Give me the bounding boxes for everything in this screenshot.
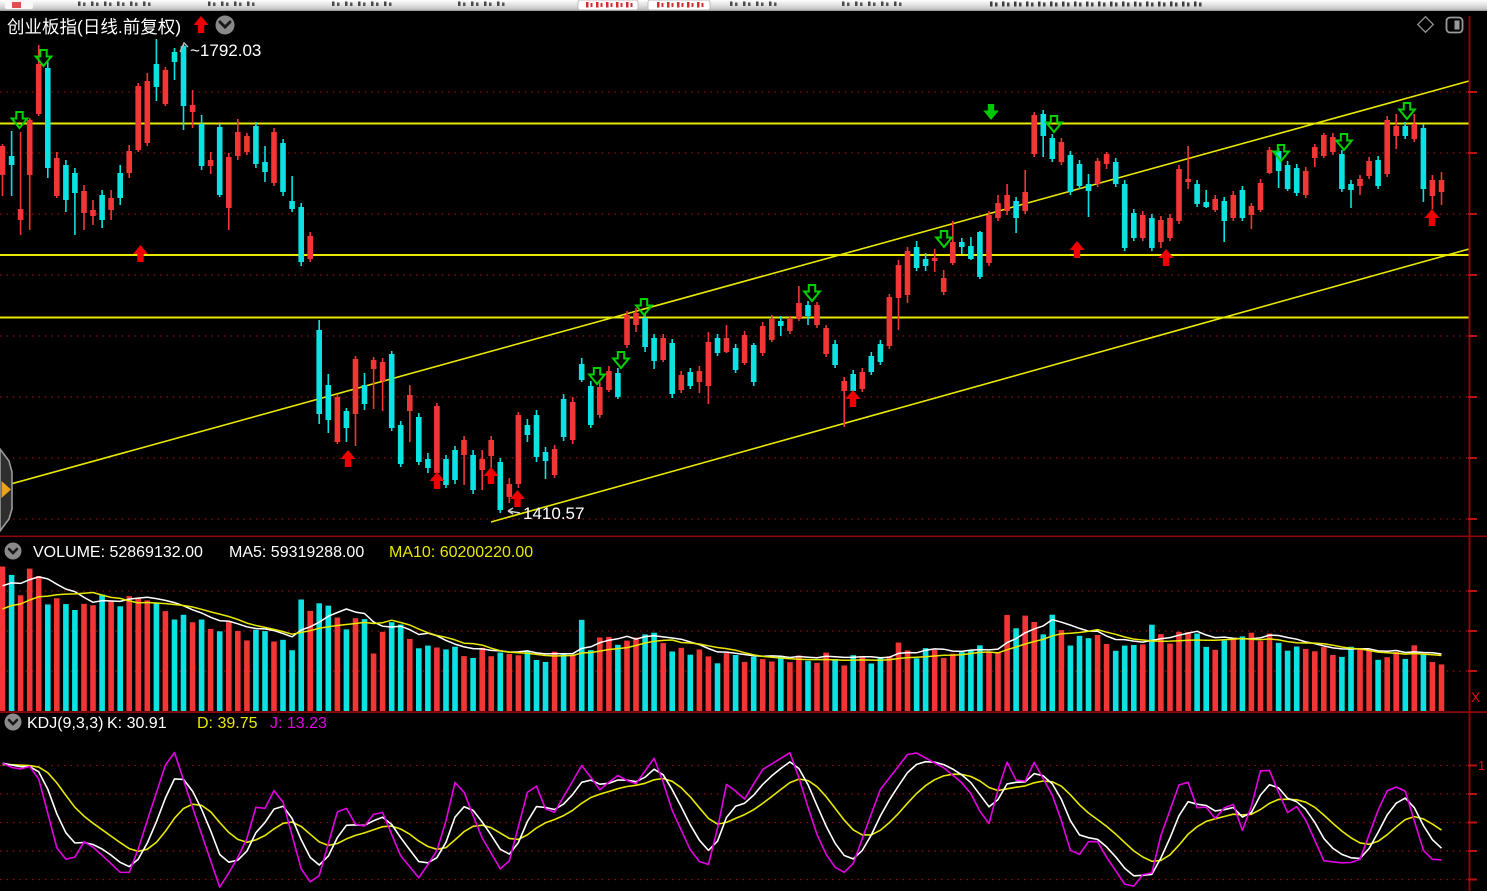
svg-text:X: X — [1471, 689, 1481, 705]
svg-text:MA5: 59319288.00: MA5: 59319288.00 — [229, 544, 364, 561]
svg-text:J: 13.23: J: 13.23 — [270, 715, 327, 732]
svg-text:创业板指(日线.前复权): 创业板指(日线.前复权) — [7, 17, 181, 37]
svg-text:KDJ(9,3,3): KDJ(9,3,3) — [27, 715, 103, 732]
svg-text:K: 30.91: K: 30.91 — [107, 715, 167, 732]
svg-text:1410.57: 1410.57 — [523, 504, 584, 523]
svg-text:D: 39.75: D: 39.75 — [197, 715, 258, 732]
svg-text:VOLUME: 52869132.00: VOLUME: 52869132.00 — [33, 544, 203, 561]
svg-text:MA10: 60200220.00: MA10: 60200220.00 — [389, 544, 533, 561]
svg-text:~1792.03: ~1792.03 — [190, 41, 261, 60]
svg-text:1: 1 — [1478, 758, 1485, 773]
